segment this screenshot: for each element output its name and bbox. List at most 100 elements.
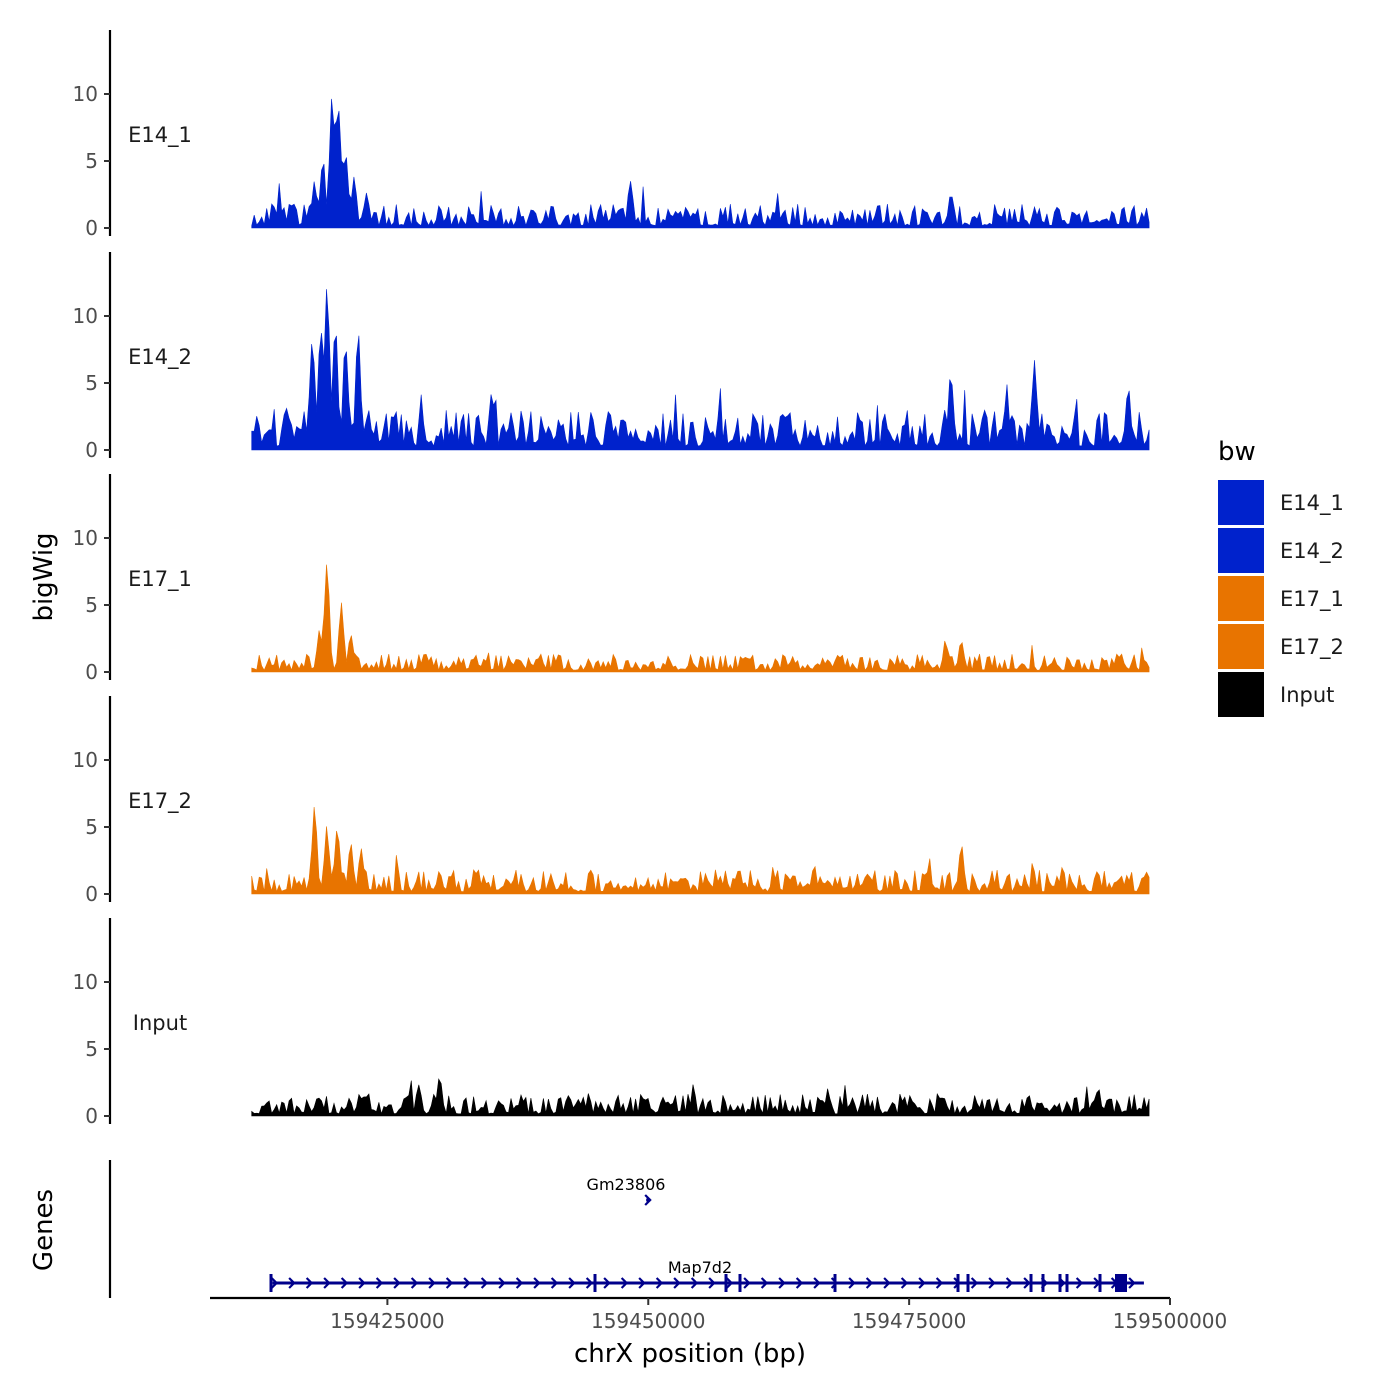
x-axis-title: chrX position (bp): [574, 1339, 806, 1369]
y-tick-label: 10: [73, 82, 98, 106]
exon-terminal: [1115, 1274, 1127, 1292]
strand-arrow: [795, 1277, 804, 1289]
gene-Map7d2: Map7d2: [269, 1258, 1144, 1292]
exon: [1058, 1274, 1062, 1292]
strand-arrow: [743, 1277, 751, 1289]
strand-arrow: [644, 1194, 652, 1206]
y-tick-label: 5: [85, 815, 98, 839]
exon: [1041, 1274, 1045, 1292]
strand-arrow: [515, 1277, 524, 1289]
strand-arrow: [760, 1277, 769, 1289]
legend-label-E17_2: E17_2: [1280, 635, 1344, 660]
track-E14_2: 0 5 10 E14_2: [73, 252, 1150, 462]
legend-label-E14_1: E14_1: [1280, 491, 1344, 516]
y-tick-label: 10: [73, 970, 98, 994]
strand-arrow: [813, 1277, 821, 1289]
legend-title: bw: [1218, 437, 1256, 467]
gene-Gm23806: Gm23806: [587, 1175, 665, 1206]
exon: [1029, 1274, 1033, 1292]
strand-arrow: [288, 1277, 296, 1289]
strand-arrow: [655, 1277, 664, 1289]
strand-arrow: [725, 1277, 734, 1289]
strand-arrow: [1128, 1277, 1136, 1289]
legend-label-Input: Input: [1280, 683, 1334, 707]
strand-arrow: [690, 1277, 699, 1289]
strand-arrow: [410, 1277, 419, 1289]
y-tick-label: 10: [73, 526, 98, 550]
strand-arrow: [305, 1277, 314, 1289]
y-tick-label: 5: [85, 149, 98, 173]
strand-arrow: [708, 1277, 716, 1289]
y-tick-label: 10: [73, 304, 98, 328]
strand-arrow: [1075, 1277, 1084, 1289]
strand-arrow: [1005, 1277, 1014, 1289]
exon: [833, 1274, 837, 1292]
track-E17_2: 0 5 10 E17_2: [73, 696, 1150, 906]
y-tick-label: 0: [85, 660, 98, 684]
exon: [1098, 1274, 1102, 1292]
x-tick-label: 159450000: [591, 1309, 706, 1333]
strand-arrow: [918, 1277, 926, 1289]
y-tick-label: 10: [73, 748, 98, 772]
legend-label-E14_2: E14_2: [1280, 539, 1344, 564]
exon: [956, 1274, 960, 1292]
track-label: E17_1: [128, 567, 192, 592]
strand-arrow: [865, 1277, 874, 1289]
y-tick-label: 0: [85, 882, 98, 906]
exon: [738, 1274, 742, 1292]
signal-area-E17_2: [251, 806, 1150, 895]
strand-arrow: [603, 1277, 611, 1289]
strand-arrow: [498, 1277, 506, 1289]
strand-arrow: [620, 1277, 629, 1289]
strand-arrow: [270, 1277, 279, 1289]
track-label: E14_1: [128, 123, 192, 148]
exon: [593, 1274, 597, 1292]
x-tick-label: 159475000: [852, 1309, 967, 1333]
y-tick-label: 0: [85, 1104, 98, 1128]
track-label: Input: [133, 1011, 187, 1035]
strand-arrow: [340, 1277, 349, 1289]
strand-arrow: [480, 1277, 489, 1289]
strand-arrow: [638, 1277, 646, 1289]
strand-arrow: [445, 1277, 454, 1289]
strand-arrow: [568, 1277, 576, 1289]
legend-label-E17_1: E17_1: [1280, 587, 1344, 612]
strand-arrow: [988, 1277, 996, 1289]
strand-arrow: [883, 1277, 891, 1289]
legend-key-E14_2: [1218, 528, 1264, 573]
y-tick-label: 5: [85, 593, 98, 617]
legend: bw E14_1 E14_2 E17_1 E17_2 Input: [1218, 437, 1344, 717]
track-label: E17_2: [128, 789, 192, 814]
track-E14_1: 0 5 10 E14_1: [73, 30, 1150, 240]
x-axis: 159425000 159450000 159475000 159500000: [210, 1296, 1227, 1333]
coverage-tracks: 0 5 10 E14_1 0 5 10 E14_2 0 5 10 E17_1 0 5 10 E17_2 0 5 10…: [73, 30, 1150, 1128]
strand-arrow: [1023, 1277, 1031, 1289]
signal-area-E17_1: [251, 564, 1150, 673]
strand-arrow: [778, 1277, 786, 1289]
signal-area-E14_2: [251, 289, 1150, 451]
exon: [1065, 1274, 1069, 1292]
strand-arrow: [393, 1277, 401, 1289]
genes-axis-title: Genes: [29, 1189, 59, 1271]
exon: [724, 1274, 728, 1292]
strand-arrow: [358, 1277, 366, 1289]
y-tick-label: 5: [85, 371, 98, 395]
strand-arrow: [673, 1277, 681, 1289]
strand-arrow: [900, 1277, 909, 1289]
y-tick-label: 0: [85, 216, 98, 240]
strand-arrow: [375, 1277, 384, 1289]
gene-label: Map7d2: [668, 1258, 732, 1277]
strand-arrow: [970, 1277, 979, 1289]
strand-arrow: [323, 1277, 331, 1289]
track-Input: 0 5 10 Input: [73, 918, 1150, 1128]
gene-track: Gm23806 Map7d2: [108, 1160, 1144, 1298]
legend-key-E17_1: [1218, 576, 1264, 621]
y-axis-title: bigWig: [29, 532, 59, 621]
legend-key-Input: [1218, 672, 1264, 717]
signal-area-E14_1: [251, 98, 1150, 229]
exon: [966, 1274, 970, 1292]
strand-arrow: [428, 1277, 436, 1289]
signal-area-Input: [251, 1078, 1150, 1117]
y-tick-label: 5: [85, 1037, 98, 1061]
